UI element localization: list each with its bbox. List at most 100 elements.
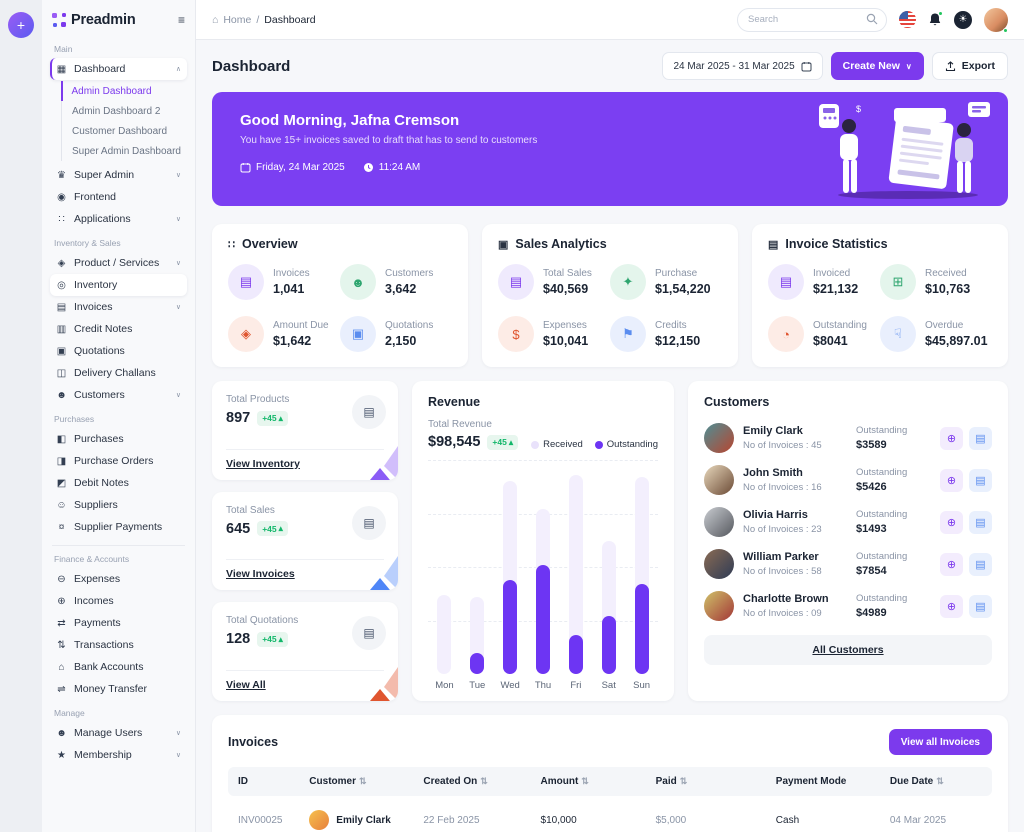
sidebar-subitem-customer-dashboard[interactable]: Customer Dashboard [72,125,168,137]
legend-outstanding[interactable]: Outstanding [594,439,658,450]
create-new-button[interactable]: Create New ∨ [830,52,924,80]
sidebar-item-payments[interactable]: ⇄ Payments [57,617,121,629]
sidebar-item-membership[interactable]: ★ Membership ∨ [57,749,181,761]
chevron-down-icon: ∨ [175,216,181,223]
total-sales-value: 645 [226,520,251,537]
sidebar-item-applications[interactable]: ∷ Applications ∨ [50,208,187,230]
sidebar-item-manage-users[interactable]: ☻ Manage Users ∨ [56,727,181,739]
x-axis-label: Wed [500,680,520,691]
export-button[interactable]: Export [931,52,1008,80]
legend-received[interactable]: Received [531,439,583,450]
sidebar-collapse-icon[interactable]: ≡ [177,13,185,27]
all-customers-button[interactable]: All Customers [704,635,992,665]
sidebar-item-debit-notes[interactable]: ◩ Debit Notes [56,477,129,489]
sales-icon: ▤ [498,264,534,300]
add-invoice-button[interactable]: ⊕ [940,552,963,576]
breadcrumb-separator: / [256,13,260,26]
bar-outstanding [634,584,649,674]
user-avatar[interactable] [984,7,1008,33]
add-circle-icon: ⊕ [946,558,957,571]
sort-icon[interactable]: ⇅ [480,776,488,786]
col-header-due-date[interactable]: Due Date ⇅ [889,776,944,787]
chart-bar-group [461,460,494,674]
search-input[interactable] [737,7,887,32]
sidebar: Preadmin ≡ Main ▦ Dashboard ∧ Admin Dash… [42,0,196,832]
view-invoices-link[interactable]: View Invoices [226,559,384,580]
sales-analytics-card: ▣ Sales Analytics ▤ Total Sales $40,569 ✦ … [482,224,738,367]
col-header-paid[interactable]: Paid ⇅ [655,776,688,787]
revenue-chart-plot [428,460,658,674]
col-header-amount[interactable]: Amount ⇅ [540,776,589,787]
sidebar-item-super-admin[interactable]: ♛ Super Admin ∨ [57,169,181,181]
language-flag-icon[interactable] [899,11,916,28]
add-invoice-button[interactable]: ⊕ [940,468,963,492]
add-invoice-button[interactable]: ⊕ [940,426,963,450]
sidebar-item-supplier-payments[interactable]: ¤ Supplier Payments [50,516,187,538]
sidebar-item-quotations[interactable]: ▣ Quotations [56,345,125,357]
total-quotations-card: Total Quotations 128 +45 ▴ ▤ View All [212,602,398,702]
theme-toggle-button[interactable]: ☀ [954,10,972,29]
notifications-button[interactable] [928,11,943,27]
view-invoice-button[interactable]: ▤ [969,552,992,576]
sidebar-item-transactions[interactable]: ⇅ Transactions [57,639,134,651]
sort-icon[interactable]: ⇅ [358,776,367,786]
sidebar-item-inventory[interactable]: ◎ Inventory [50,274,187,296]
view-invoice-button[interactable]: ▤ [969,594,992,618]
view-invoice-button[interactable]: ▤ [969,510,992,534]
sidebar-item-expenses[interactable]: ⊖ Expenses [57,573,121,585]
sidebar-item-money-transfer[interactable]: ⇌ Money Transfer [57,683,147,695]
x-axis-label: Sun [633,680,651,691]
x-axis-label: Tue [469,680,486,691]
sidebar-item-purchases[interactable]: ◧ Purchases [56,433,124,445]
sidebar-item-delivery-challans[interactable]: ◫ Delivery Challans [56,367,156,379]
customer-row: Olivia Harris No of Invoices : 23 Outstan… [704,501,992,543]
banner-time: 11:24 AM [378,162,421,173]
view-invoice-button[interactable]: ▤ [969,468,992,492]
invoices-table: ID Customer ⇅ Created On ⇅ Amount ⇅ Paid ⇅ P… [228,767,992,832]
sidebar-item-incomes[interactable]: ⊕ Incomes [57,595,114,607]
document-icon: ▤ [352,616,386,651]
sidebar-item-suppliers[interactable]: ☺ Suppliers [56,499,118,511]
home-icon[interactable]: ⌂ [212,13,219,26]
sales-analytics-title: Sales Analytics [515,237,607,251]
section-label-inventory-sales: Inventory & Sales [54,238,121,248]
breadcrumb-home[interactable]: Home [223,13,252,26]
sidebar-item-invoices[interactable]: ▤ Invoices ∨ [56,301,181,313]
clock-icon [363,163,373,172]
chevron-down-icon: ∨ [175,392,181,399]
sort-icon[interactable]: ⇅ [936,776,944,786]
chart-bar-group [625,460,658,674]
chart-legend: Received Outstanding [531,439,658,450]
sidebar-subitem-admin-dashboard[interactable]: Admin Dashboard [60,81,188,101]
sort-icon[interactable]: ⇅ [581,776,589,786]
notification-dot [938,11,943,16]
invoiced-icon: ▤ [768,264,804,300]
chart-bar-group [559,460,592,674]
sidebar-item-product-services[interactable]: ◈ Product / Services ∨ [57,257,181,269]
view-inventory-link[interactable]: View Inventory [226,448,384,470]
sidebar-item-dashboard[interactable]: ▦ Dashboard ∧ [50,58,187,80]
sidebar-item-frontend[interactable]: ◉ Frontend [57,191,117,203]
sidebar-item-bank-accounts[interactable]: ⌂ Bank Accounts [50,656,187,678]
add-invoice-button[interactable]: ⊕ [940,510,963,534]
col-header-customer[interactable]: Customer ⇅ [309,776,367,787]
chevron-down-icon: ∨ [175,304,181,311]
add-circle-icon: ⊕ [946,432,957,445]
purchase-icon: ✦ [610,264,646,300]
col-header-created-on[interactable]: Created On ⇅ [423,776,488,787]
globe-icon: ◉ [57,191,66,203]
view-all-link[interactable]: View All [226,670,384,691]
sort-icon[interactable]: ⇅ [679,776,688,786]
brand-name[interactable]: Preadmin [71,12,136,28]
add-invoice-button[interactable]: ⊕ [940,594,963,618]
quick-add-button[interactable]: + [8,12,34,38]
view-invoice-button[interactable]: ▤ [969,426,992,450]
document-icon: ▤ [352,395,386,429]
sidebar-item-customers[interactable]: ☻ Customers ∨ [56,389,181,401]
sidebar-item-purchase-orders[interactable]: ◨ Purchase Orders [56,455,154,467]
sidebar-subitem-admin-dashboard-2[interactable]: Admin Dashboard 2 [72,105,161,117]
sidebar-subitem-super-admin-dashboard[interactable]: Super Admin Dashboard [72,145,181,157]
view-all-invoices-button[interactable]: View all Invoices [888,729,992,755]
sidebar-item-credit-notes[interactable]: ▥ Credit Notes [56,323,133,335]
date-range-picker[interactable]: 24 Mar 2025 - 31 Mar 2025 [662,52,823,80]
